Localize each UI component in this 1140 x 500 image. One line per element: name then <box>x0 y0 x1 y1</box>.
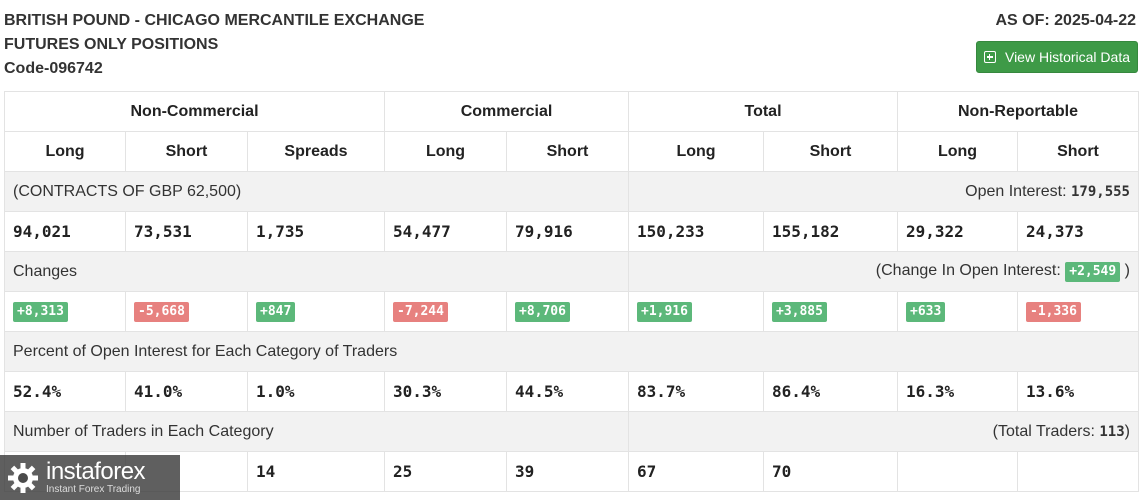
as-of-date: AS OF: 2025-04-22 <box>995 12 1136 29</box>
total-traders: (Total Traders: 113) <box>628 411 1139 452</box>
col-header: Long <box>384 131 507 172</box>
change-cell: +8,313 <box>4 291 126 332</box>
title-line-1: BRITISH POUND - CHICAGO MERCANTILE EXCHA… <box>4 12 425 29</box>
gear-logo-icon <box>8 462 38 493</box>
traders-value: 25 <box>384 451 507 492</box>
change-oi-close: ) <box>1124 261 1130 279</box>
open-interest-value: 179,555 <box>1070 183 1130 200</box>
group-non-commercial: Non-Commercial <box>4 91 385 132</box>
change-badge: +847 <box>256 301 296 322</box>
change-oi-badge: +2,549 <box>1065 261 1121 282</box>
group-non-reportable: Non-Reportable <box>897 91 1139 132</box>
col-header: Long <box>897 131 1018 172</box>
percent-value: 86.4% <box>763 371 898 412</box>
percent-label: Percent of Open Interest for Each Catego… <box>4 331 1139 372</box>
change-open-interest: (Change In Open Interest: +2,549 ) <box>628 251 1139 292</box>
percent-value: 13.6% <box>1017 371 1139 412</box>
position-value: 54,477 <box>384 211 507 252</box>
col-header: Short <box>506 131 629 172</box>
position-value: 73,531 <box>125 211 248 252</box>
col-header: Long <box>628 131 764 172</box>
group-total: Total <box>628 91 898 132</box>
change-badge: +1,916 <box>637 301 692 322</box>
traders-value <box>1017 451 1139 492</box>
contract-code: Code-096742 <box>4 60 103 77</box>
watermark-brand: instaforex <box>46 457 146 485</box>
total-traders-value: 113 <box>1099 423 1125 440</box>
position-value: 24,373 <box>1017 211 1139 252</box>
changes-row: +8,313 -5,668 +847 -7,244 +8,706 +1,916 … <box>4 291 1139 332</box>
col-header: Long <box>4 131 126 172</box>
change-cell: +633 <box>897 291 1018 332</box>
title-line-2: FUTURES ONLY POSITIONS <box>4 36 219 53</box>
traders-label-row: Number of Traders in Each Category (Tota… <box>4 411 1139 452</box>
position-value: 29,322 <box>897 211 1018 252</box>
change-cell: -5,668 <box>125 291 248 332</box>
change-cell: +1,916 <box>628 291 764 332</box>
percent-value: 1.0% <box>247 371 385 412</box>
percent-row: 52.4% 41.0% 1.0% 30.3% 44.5% 83.7% 86.4%… <box>4 371 1139 412</box>
column-header-row: Long Short Spreads Long Short Long Short… <box>4 131 1139 172</box>
change-badge: +8,706 <box>515 301 570 322</box>
change-badge: +3,885 <box>772 301 827 322</box>
col-header: Short <box>763 131 898 172</box>
position-value: 79,916 <box>506 211 629 252</box>
change-badge: -7,244 <box>393 301 448 322</box>
change-badge: +633 <box>906 301 946 322</box>
percent-value: 41.0% <box>125 371 248 412</box>
view-historical-data-label: View Historical Data <box>1004 49 1130 65</box>
position-value: 94,021 <box>4 211 126 252</box>
percent-value: 83.7% <box>628 371 764 412</box>
group-header-row: Non-Commercial Commercial Total Non-Repo… <box>4 91 1139 132</box>
change-cell: -7,244 <box>384 291 507 332</box>
changes-label-row: Changes (Change In Open Interest: +2,549… <box>4 251 1139 292</box>
traders-value <box>897 451 1018 492</box>
change-badge: -5,668 <box>134 301 189 322</box>
group-commercial: Commercial <box>384 91 629 132</box>
total-traders-close: ) <box>1124 422 1130 440</box>
change-badge: -1,336 <box>1026 301 1081 322</box>
changes-label: Changes <box>4 251 629 292</box>
col-header: Spreads <box>247 131 385 172</box>
col-header: Short <box>1017 131 1139 172</box>
traders-value: 67 <box>628 451 764 492</box>
change-cell: +3,885 <box>763 291 898 332</box>
percent-value: 30.3% <box>384 371 507 412</box>
view-historical-data-button[interactable]: View Historical Data <box>976 41 1138 73</box>
positions-row: 94,021 73,531 1,735 54,477 79,916 150,23… <box>4 211 1139 252</box>
percent-label-row: Percent of Open Interest for Each Catego… <box>4 331 1139 372</box>
traders-label: Number of Traders in Each Category <box>4 411 629 452</box>
position-value: 1,735 <box>247 211 385 252</box>
traders-value: 70 <box>763 451 898 492</box>
col-header: Short <box>125 131 248 172</box>
change-badge: +8,313 <box>13 301 68 322</box>
report-title: BRITISH POUND - CHICAGO MERCANTILE EXCHA… <box>4 9 424 81</box>
change-oi-label: (Change In Open Interest: <box>875 261 1061 279</box>
contracts-label: (CONTRACTS OF GBP 62,500) <box>4 171 629 212</box>
percent-value: 44.5% <box>506 371 629 412</box>
percent-value: 52.4% <box>4 371 126 412</box>
change-cell: +8,706 <box>506 291 629 332</box>
percent-value: 16.3% <box>897 371 1018 412</box>
position-value: 155,182 <box>763 211 898 252</box>
position-value: 150,233 <box>628 211 764 252</box>
watermark-tagline: Instant Forex Trading <box>46 483 141 495</box>
cot-positions-table: Non-Commercial Commercial Total Non-Repo… <box>4 91 1139 492</box>
open-interest-label: Open Interest: <box>965 182 1067 200</box>
plus-square-icon <box>983 51 996 63</box>
traders-row: 14 25 39 67 70 <box>4 451 1139 492</box>
instaforex-watermark: instaforex Instant Forex Trading <box>0 455 180 500</box>
traders-value: 39 <box>506 451 629 492</box>
total-traders-label: (Total Traders: <box>992 422 1095 440</box>
change-cell: +847 <box>247 291 385 332</box>
open-interest: Open Interest: 179,555 <box>628 171 1139 212</box>
traders-value: 14 <box>247 451 385 492</box>
contracts-row: (CONTRACTS OF GBP 62,500) Open Interest:… <box>4 171 1139 212</box>
change-cell: -1,336 <box>1017 291 1139 332</box>
